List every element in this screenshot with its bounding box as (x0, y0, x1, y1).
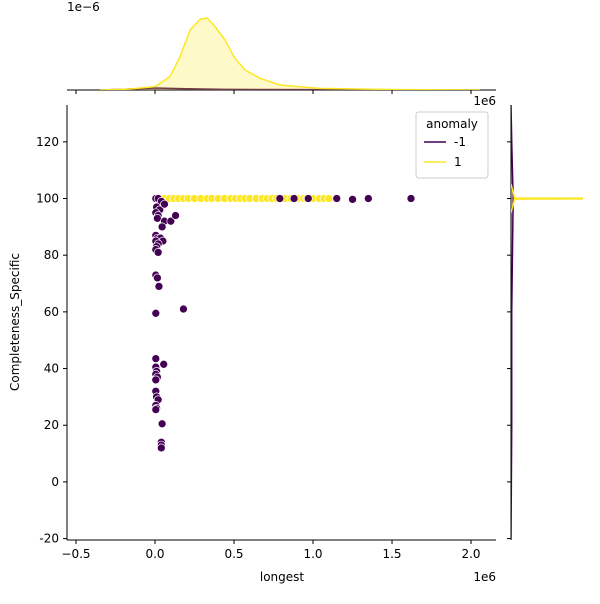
point (154, 282, 164, 291)
density-line (511, 105, 514, 539)
point (157, 419, 167, 429)
point (156, 443, 166, 453)
point (303, 194, 313, 203)
density-line (99, 17, 481, 90)
point (159, 359, 169, 369)
x-tick-label: −0.5 (61, 547, 90, 561)
y-tick-label: 80 (44, 248, 59, 262)
density (511, 105, 583, 539)
legend-label: -1 (454, 135, 466, 149)
point (363, 194, 373, 203)
x-tick-label: 0.5 (224, 547, 243, 561)
scatter-points (151, 194, 416, 453)
point (332, 194, 342, 203)
point (289, 194, 299, 203)
point (151, 375, 161, 385)
legend: anomaly -1 1 (415, 111, 489, 179)
point (166, 216, 176, 226)
point (157, 222, 167, 232)
legend-title: anomaly (426, 117, 478, 131)
x-tick-label: 2.0 (461, 547, 480, 561)
density-fill (100, 18, 481, 90)
x-tick-label: 1.5 (382, 547, 401, 561)
point (348, 195, 357, 204)
y-axis-label: Completeness_Specific (8, 253, 22, 391)
y-tick-label: 0 (51, 475, 59, 489)
top-x-offset-text: 1e6 (473, 94, 496, 108)
density (99, 17, 481, 90)
y-tick-label: 20 (44, 418, 59, 432)
point (275, 194, 285, 203)
density-offset-text: 1e−6 (67, 0, 100, 14)
x-tick-label: 1.0 (303, 547, 322, 561)
y-tick-label: 60 (44, 305, 59, 319)
y-tick-label: 100 (36, 192, 59, 206)
point (151, 405, 161, 414)
legend-label: 1 (454, 155, 462, 169)
point (153, 273, 162, 283)
point (171, 211, 180, 220)
y-tick-label: -20 (39, 532, 59, 546)
density-line (511, 184, 583, 213)
point (324, 194, 334, 203)
point (406, 194, 416, 203)
x-axis-label: longest (260, 570, 305, 584)
point (179, 304, 188, 314)
point (160, 199, 169, 209)
y-tick-label: 40 (44, 362, 59, 376)
point (151, 308, 161, 318)
point (151, 354, 161, 363)
point (153, 248, 163, 257)
y-tick-label: 120 (36, 135, 59, 149)
x-tick-label: 0.0 (145, 547, 164, 561)
x-offset-text: 1e6 (473, 570, 496, 584)
